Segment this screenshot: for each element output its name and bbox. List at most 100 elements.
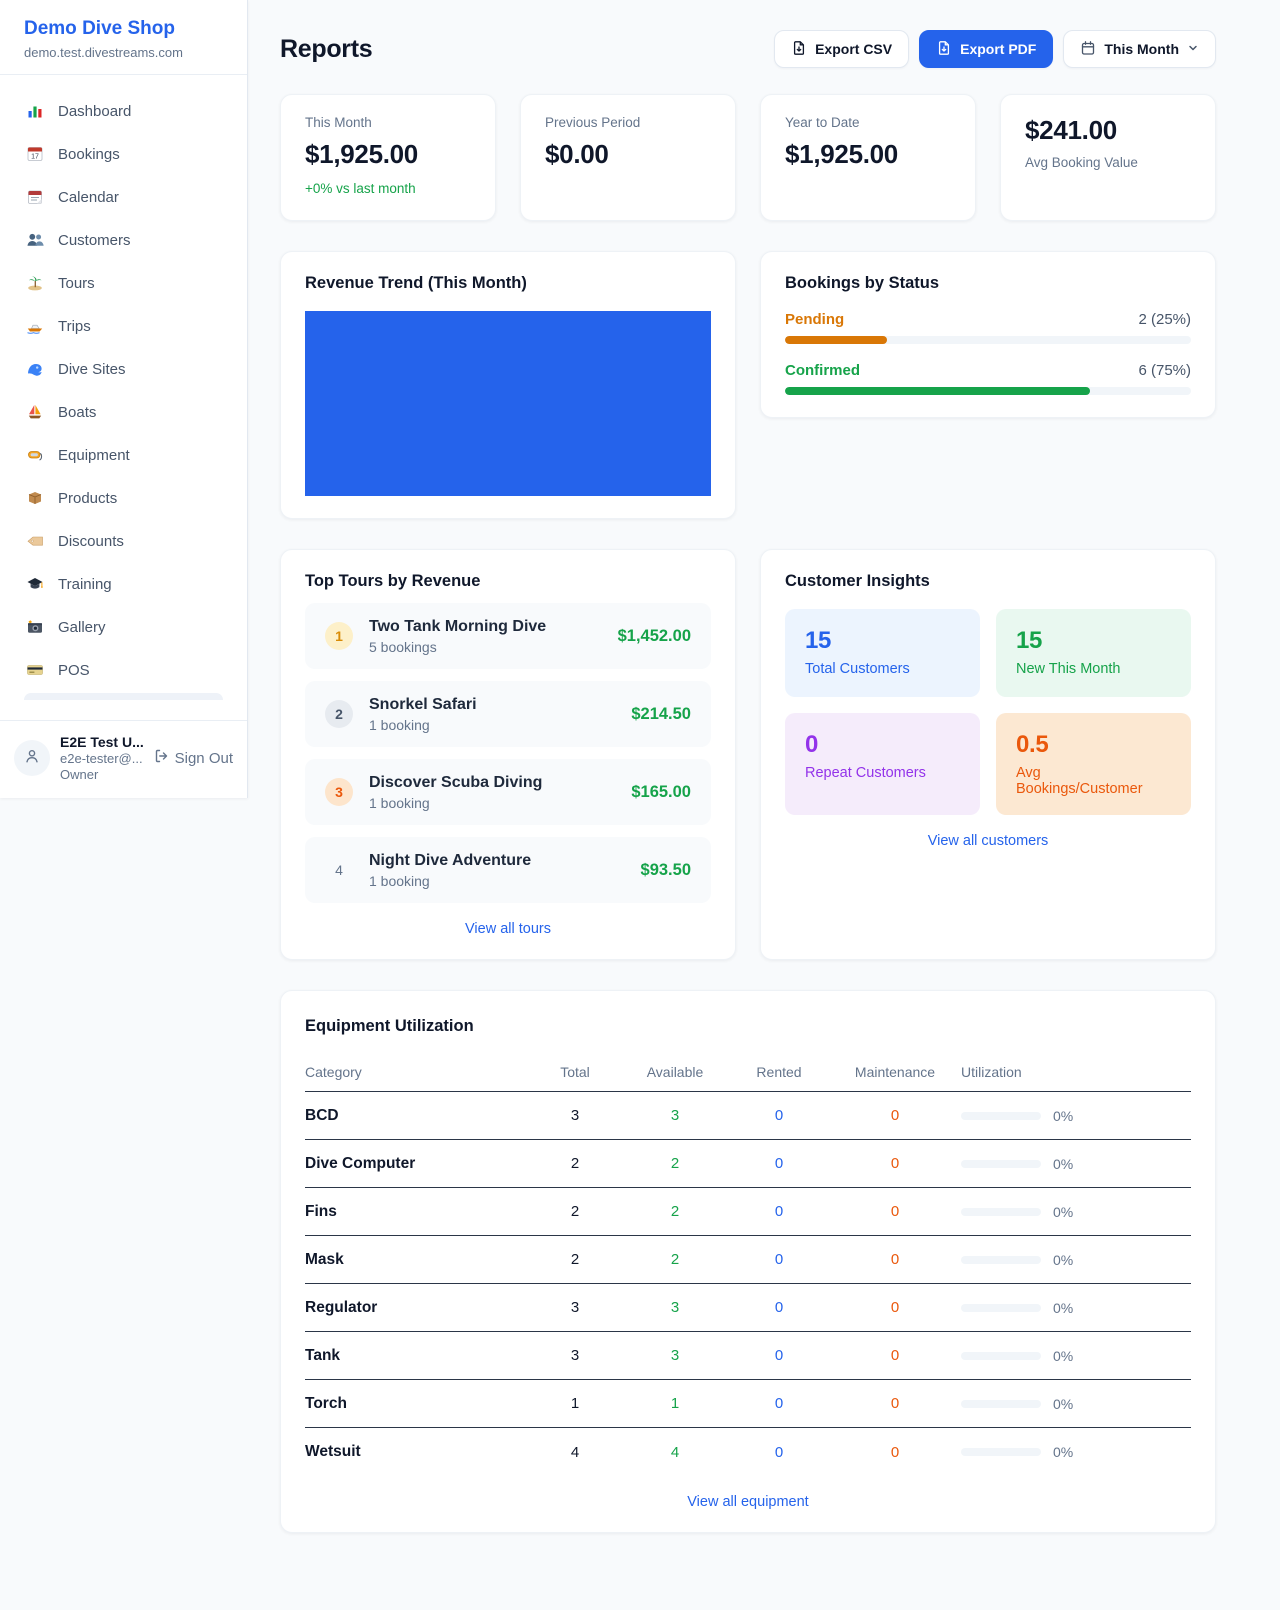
rank-badge: 4 [335,862,343,878]
page-title: Reports [280,34,373,63]
equipment-available: 1 [670,1395,680,1412]
customers-icon [26,231,44,249]
sidebar-item-products[interactable]: Products [12,478,235,518]
equipment-rented: 0 [774,1107,784,1124]
user-name: E2E Test U... [60,734,144,750]
view-all-equipment-link[interactable]: View all equipment [687,1494,809,1510]
column-header: Maintenance [854,1063,936,1080]
sidebar-item-dashboard[interactable]: Dashboard [12,91,235,131]
tour-bookings: 5 bookings [369,638,437,655]
tour-revenue: $165.00 [631,782,691,801]
sidebar-item-customers[interactable]: Customers [12,220,235,260]
customer-insights-title: Customer Insights [785,572,930,590]
equipment-available: 3 [670,1347,680,1364]
utilization-percent: 0% [1053,1395,1074,1412]
stat-value: $1,925.00 [305,139,418,169]
period-label: This Month [1104,41,1179,57]
utilization-percent: 0% [1053,1107,1074,1124]
sidebar-item-label: Tours [58,274,95,292]
tour-bookings: 1 booking [369,794,430,811]
table-row: Dive Computer 2 2 0 0 0% [305,1140,1191,1188]
brand-block: Demo Dive Shop demo.test.divestreams.com [0,0,247,75]
person-icon [22,746,42,771]
view-all-tours-link[interactable]: View all tours [465,921,551,937]
export-csv-label: Export CSV [815,41,893,57]
list-item[interactable]: 1 Two Tank Morning Dive 5 bookings $1,45… [305,603,711,669]
equipment-rented: 0 [774,1395,784,1412]
sidebar-item-trips[interactable]: Trips [12,306,235,346]
sidebar-item-label: Boats [58,403,97,421]
tile-value: 0 [805,731,819,758]
sidebar-item-calendar[interactable]: Calendar [12,177,235,217]
export-csv-button[interactable]: Export CSV [774,30,910,68]
sidebar-item-boats[interactable]: Boats [12,392,235,432]
equipment-total: 2 [570,1155,580,1172]
tile-label: Avg Bookings/Customer [1016,765,1143,797]
period-dropdown[interactable]: This Month [1063,30,1216,68]
bookings-icon: 17 [26,145,44,163]
utilization-percent: 0% [1053,1251,1074,1268]
user-info: E2E Test U... e2e-tester@... Owner [60,734,144,782]
column-header: Utilization [961,1063,1022,1080]
tile-value: 15 [805,627,832,654]
bookings-by-status-title: Bookings by Status [785,274,940,292]
tour-name: Night Dive Adventure [369,851,532,869]
export-pdf-button[interactable]: Export PDF [919,30,1054,68]
equipment-maintenance: 0 [890,1203,900,1220]
tour-revenue: $1,452.00 [617,626,691,645]
top-tours-title: Top Tours by Revenue [305,572,481,590]
status-count: 2 (25%) [1138,311,1191,328]
column-header: Category [305,1063,362,1080]
pos-icon [26,661,44,679]
table-row: Mask 2 2 0 0 0% [305,1236,1191,1284]
utilization-cell: 0% [961,1156,1191,1172]
equipment-category: Torch [305,1394,347,1412]
view-all-customers-link[interactable]: View all customers [927,833,1049,849]
sign-out-button[interactable]: Sign Out [153,748,233,768]
boats-icon [26,403,44,421]
sidebar-item-training[interactable]: Training [12,564,235,604]
equipment-rented: 0 [774,1347,784,1364]
equipment-maintenance: 0 [890,1155,900,1172]
tile-value: 15 [1016,627,1043,654]
chevron-down-icon [1187,41,1199,57]
rank-badge: 2 [325,700,353,728]
sidebar-item-dive-sites[interactable]: Dive Sites [12,349,235,389]
utilization-cell: 0% [961,1348,1191,1364]
sidebar-item-pos[interactable]: POS [12,650,235,690]
sidebar-item-gallery[interactable]: Gallery [12,607,235,647]
sidebar-item-tours[interactable]: Tours [12,263,235,303]
list-item[interactable]: 2 Snorkel Safari 1 booking $214.50 [305,681,711,747]
equipment-total: 2 [570,1251,580,1268]
equipment-utilization-title: Equipment Utilization [305,1017,474,1035]
equipment-total: 2 [570,1203,580,1220]
sidebar-item-discounts[interactable]: Discounts [12,521,235,561]
tile-avg-bookings-customer: 0.5 Avg Bookings/Customer [996,713,1191,815]
list-item[interactable]: 4 Night Dive Adventure 1 booking $93.50 [305,837,711,903]
equipment-utilization-card: Equipment Utilization Category Total Ava… [280,990,1216,1533]
sidebar-item-label: Dive Sites [58,360,126,378]
page-header: Reports Export CSV Export PDF This Month [280,30,1216,68]
sidebar-item-equipment[interactable]: Equipment [12,435,235,475]
customer-insights-card: Customer Insights 15 Total Customers 15 … [760,549,1216,960]
tour-name: Two Tank Morning Dive [369,617,547,635]
equipment-maintenance: 0 [890,1299,900,1316]
utilization-bar-track [961,1111,1041,1120]
user-role: Owner [60,767,99,782]
table-row: Tank 3 3 0 0 0% [305,1332,1191,1380]
sidebar-item-label: Dashboard [58,102,132,120]
sidebar-item-label: Calendar [58,188,119,206]
tour-name: Snorkel Safari [369,695,477,713]
equipment-total: 3 [570,1347,580,1364]
brand-name[interactable]: Demo Dive Shop [24,18,175,39]
list-item[interactable]: 3 Discover Scuba Diving 1 booking $165.0… [305,759,711,825]
sidebar-item-label: Discounts [58,532,124,550]
sidebar-item-reports-partial[interactable] [24,693,223,700]
utilization-bar-track [961,1399,1041,1408]
equipment-icon [26,446,44,464]
utilization-bar-track [961,1448,1041,1456]
sidebar-menu: Dashboard 17 Bookings Calendar Customers… [0,75,247,700]
tour-name: Discover Scuba Diving [369,773,543,791]
sidebar-item-bookings[interactable]: 17 Bookings [12,134,235,174]
dive-sites-icon [26,360,44,378]
